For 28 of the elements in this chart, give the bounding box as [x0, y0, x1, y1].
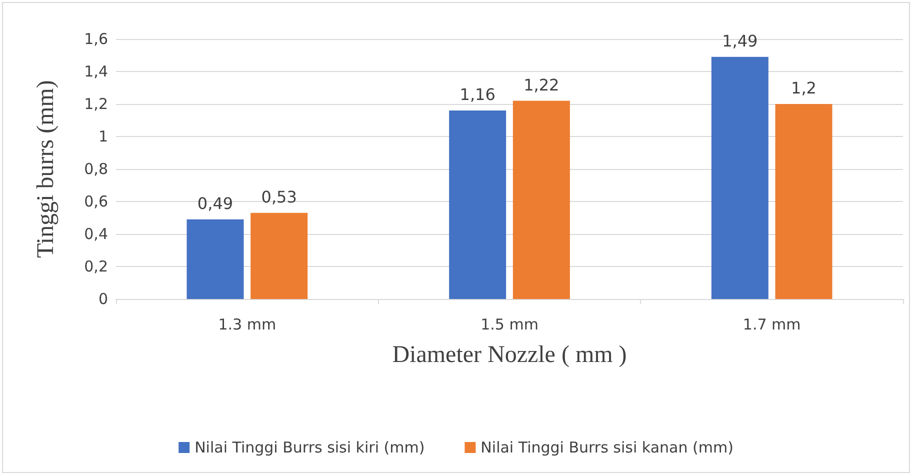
- y-tick-label: 0,2: [84, 258, 108, 276]
- bar: [449, 110, 506, 299]
- data-label: 0,49: [197, 194, 234, 213]
- x-axis-title: Diameter Nozzle ( mm ): [392, 342, 627, 368]
- y-tick-label: 1,2: [84, 95, 108, 113]
- x-tick-label: 1.5 mm: [480, 316, 538, 334]
- bar: [250, 212, 308, 299]
- bar: [512, 100, 570, 299]
- y-tick-label: 0,4: [84, 225, 108, 243]
- bar: [711, 56, 768, 299]
- data-label: 1,49: [722, 31, 758, 50]
- y-tick-label: 1: [98, 128, 108, 146]
- y-tick-label: 1,6: [84, 30, 108, 48]
- legend-label: Nilai Tinggi Burrs sisi kiri (mm): [194, 438, 425, 456]
- data-label: 1,2: [791, 78, 816, 98]
- legend-label: Nilai Tinggi Burrs sisi kanan (mm): [480, 438, 734, 456]
- bar: [186, 219, 244, 299]
- y-tick-label: 0: [98, 290, 108, 308]
- x-tick-label: 1.7 mm: [742, 316, 801, 334]
- bar: [775, 104, 832, 299]
- data-label: 1,16: [460, 85, 496, 104]
- data-label: 0,53: [261, 187, 297, 206]
- y-tick-label: 0,8: [84, 160, 108, 178]
- y-tick-label: 1,4: [84, 62, 108, 80]
- y-axis-title: Tinggi burrs (mm): [33, 80, 59, 258]
- y-tick-label: 0,6: [84, 192, 108, 210]
- data-label: 1,22: [524, 75, 560, 94]
- x-tick-label: 1.3 mm: [218, 316, 276, 334]
